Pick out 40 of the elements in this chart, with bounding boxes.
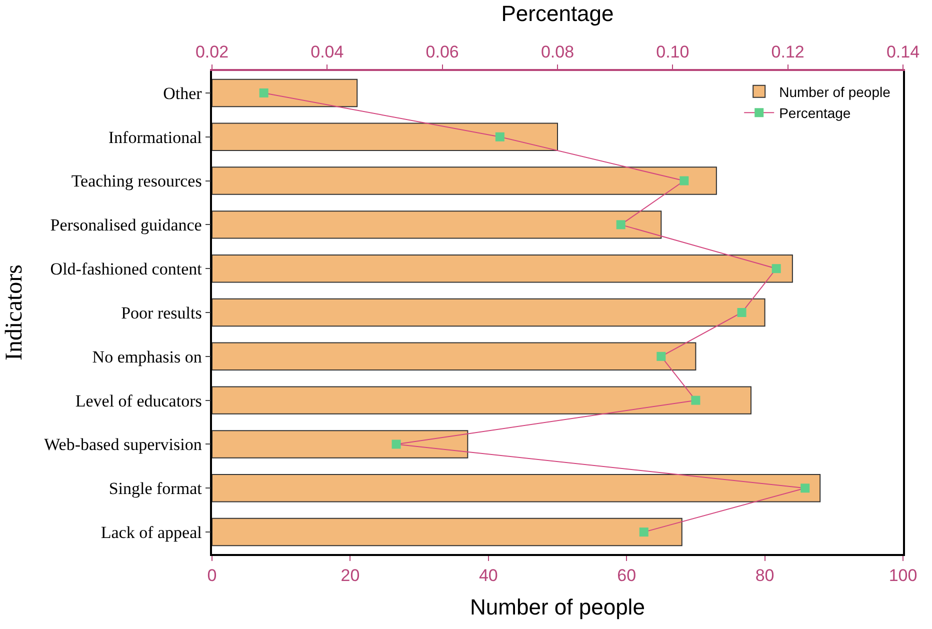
x-tick-label: 100 — [888, 566, 918, 586]
y-tick-label: Level of educators — [75, 391, 202, 410]
x-tick-label: 80 — [755, 566, 774, 586]
bar — [212, 122, 558, 151]
x-axis-title: Number of people — [470, 594, 645, 620]
x2-axis-title: Percentage — [501, 0, 614, 26]
y-tick-label: Single format — [108, 479, 202, 498]
x2-tick-label: 0.12 — [771, 42, 804, 62]
y-tick-label: Lack of appeal — [100, 523, 202, 542]
legend-label: Percentage — [779, 105, 851, 122]
legend-label: Number of people — [779, 84, 891, 100]
x2-tick-label: 0.06 — [426, 42, 459, 62]
bar — [212, 386, 752, 414]
y-tick-label: Old-fashioned content — [50, 260, 202, 279]
x2-tick-label: 0.08 — [540, 42, 574, 62]
x-tick-label: 0 — [207, 566, 217, 586]
bar — [212, 254, 793, 283]
y-tick-label: Teaching resources — [71, 172, 202, 191]
bar — [212, 298, 766, 327]
x2-tick-label: 0.04 — [310, 42, 344, 62]
x-tick-label: 60 — [617, 566, 636, 586]
bar — [212, 78, 358, 108]
bar — [212, 518, 682, 546]
y-tick-label: Personalised guidance — [50, 216, 202, 235]
bar — [212, 430, 468, 458]
x-tick-label: 40 — [478, 566, 498, 586]
y-axis-title: Indicators — [2, 264, 28, 360]
y-tick-label: Poor results — [121, 303, 202, 322]
x-tick-label: 20 — [340, 566, 360, 586]
bar — [212, 210, 662, 239]
x2-tick-label: 0.14 — [886, 42, 920, 62]
bar — [212, 342, 696, 371]
bar — [212, 166, 717, 195]
x2-tick-label: 0.10 — [656, 42, 690, 62]
y-tick-label: Other — [163, 84, 202, 103]
y-tick-label: No emphasis on — [92, 347, 202, 366]
x2-tick-label: 0.02 — [195, 42, 229, 62]
bar — [212, 474, 821, 502]
y-tick-label: Web-based supervision — [44, 435, 202, 454]
y-tick-label: Informational — [108, 128, 202, 147]
